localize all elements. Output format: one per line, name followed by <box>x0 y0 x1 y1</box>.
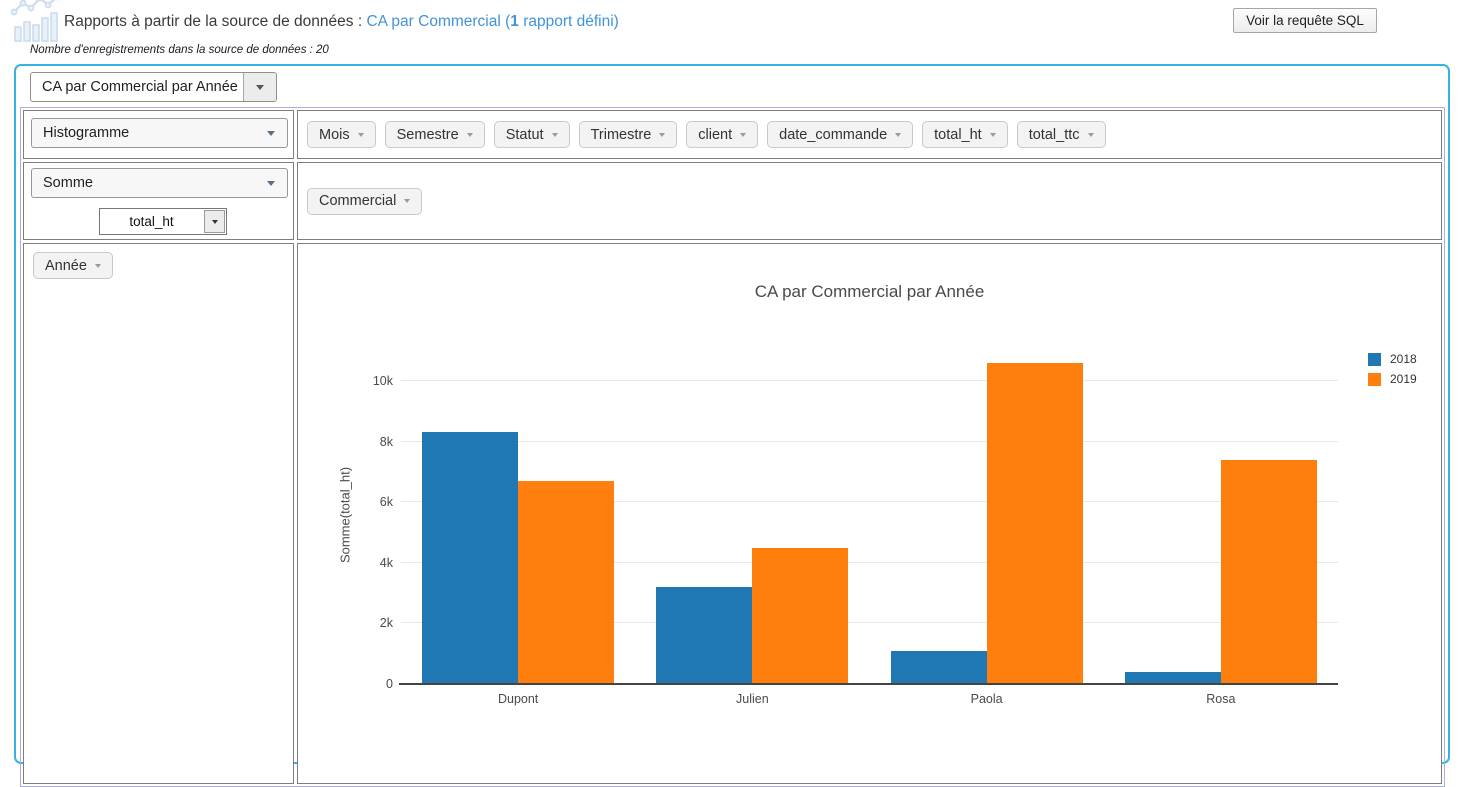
gridline <box>401 379 1338 381</box>
y-tick-label: 8k <box>379 434 393 449</box>
report-source-link[interactable]: CA par Commercial ( <box>366 13 511 30</box>
bar-Paola-2018[interactable] <box>890 650 987 684</box>
renderer-cell: Histogramme <box>23 110 294 159</box>
attribute-pill-label: date_commande <box>779 126 888 143</box>
legend-swatch <box>1368 352 1381 366</box>
legend-swatch <box>1368 372 1381 386</box>
pivot-table: Histogramme Mois Semestre Statut Trimestre c… <box>20 107 1445 787</box>
y-tick-label: 2k <box>379 616 393 631</box>
chevron-down-icon <box>1087 132 1094 137</box>
report-select-value: CA par Commercial par Année <box>42 79 238 95</box>
attribute-pill[interactable]: Mois <box>307 121 376 148</box>
attribute-pill-label: total_ttc <box>1028 126 1080 143</box>
attribute-pill-label: total_ht <box>934 126 982 143</box>
bar-Dupont-2019[interactable] <box>518 480 615 684</box>
renderer-select[interactable]: Histogramme <box>31 118 288 148</box>
bar-Rosa-2019[interactable] <box>1220 459 1317 684</box>
attribute-pill-label: Trimestre <box>590 126 652 143</box>
line-and-bar-chart-sketch-icon <box>10 0 59 42</box>
x-axis-line <box>399 683 1338 685</box>
report-select[interactable]: CA par Commercial par Année <box>30 72 277 102</box>
bar-Dupont-2018[interactable] <box>422 432 519 684</box>
gridline <box>401 440 1338 442</box>
plot-area: 0 2k 4k 6k 8k 10k Dupont Julien Paola Rosa <box>373 346 1338 706</box>
x-tick-label: Dupont <box>497 692 539 706</box>
view-sql-button[interactable]: Voir la requête SQL <box>1233 8 1377 33</box>
attribute-pill-label: Statut <box>505 126 544 143</box>
chart-output-area: CA par Commercial par Année Somme(total_… <box>297 243 1442 784</box>
chevron-down-icon <box>466 132 473 137</box>
records-count-line: Nombre d'enregistrements dans la source … <box>30 44 329 56</box>
unused-attributes-area: Mois Semestre Statut Trimestre client date_co… <box>297 110 1442 159</box>
gridline <box>401 561 1338 563</box>
x-tick-label: Julien <box>736 692 769 706</box>
legend-label: 2019 <box>1390 372 1417 386</box>
legend-item-2018[interactable]: 2018 <box>1368 352 1417 366</box>
aggregator-field-select[interactable]: total_ht <box>99 208 227 235</box>
renderer-select-value: Histogramme <box>43 125 130 141</box>
report-count: 1 <box>510 13 519 30</box>
chevron-down-icon <box>243 73 276 101</box>
legend-item-2019[interactable]: 2019 <box>1368 372 1417 386</box>
column-attributes-area: Commercial <box>297 162 1442 240</box>
x-tick-label: Paola <box>970 692 1003 706</box>
aggregator-field-value: total_ht <box>129 214 174 229</box>
bar-Julien-2019[interactable] <box>752 547 849 684</box>
chevron-down-icon <box>254 169 287 197</box>
y-tick-label: 4k <box>379 555 393 570</box>
bar-Julien-2018[interactable] <box>656 587 753 684</box>
attribute-pill-label: Commercial <box>319 193 397 209</box>
attribute-pill[interactable]: total_ttc <box>1016 121 1106 148</box>
y-axis-title: Somme(total_ht) <box>337 466 353 564</box>
attribute-pill[interactable]: Trimestre <box>578 121 678 148</box>
y-tick-label: 6k <box>379 495 393 510</box>
report-panel: CA par Commercial par Année <box>14 64 1450 787</box>
chart-title: CA par Commercial par Année <box>754 282 985 301</box>
chevron-down-icon <box>357 132 364 137</box>
attribute-pill-label: Année <box>45 257 87 274</box>
gridline <box>401 501 1338 503</box>
attribute-pill[interactable]: Statut <box>493 121 570 148</box>
gridline <box>401 622 1338 624</box>
bar-Paola-2019[interactable] <box>986 362 1083 684</box>
chevron-down-icon <box>254 119 287 147</box>
aggregator-select[interactable]: Somme <box>31 168 288 198</box>
attribute-pill[interactable]: total_ht <box>922 121 1008 148</box>
y-tick-label: 0 <box>386 677 393 691</box>
row-attributes-area: Année <box>23 243 294 784</box>
legend-label: 2018 <box>1390 352 1417 366</box>
chevron-down-icon <box>204 210 225 233</box>
aggregator-select-value: Somme <box>43 175 93 191</box>
aggregator-cell: Somme total_ht <box>23 162 294 240</box>
attribute-pill-label: Semestre <box>396 126 459 143</box>
chevron-down-icon <box>404 199 411 203</box>
attribute-pill[interactable]: Commercial <box>307 187 423 215</box>
y-tick-label: 10k <box>372 373 393 388</box>
bar-Rosa-2018[interactable] <box>1124 671 1221 684</box>
attribute-pill[interactable]: Semestre <box>384 121 485 148</box>
chevron-down-icon <box>94 263 101 268</box>
attribute-pill[interactable]: Année <box>33 252 113 279</box>
chevron-down-icon <box>895 132 902 137</box>
report-link-suffix[interactable]: rapport défini) <box>518 13 619 30</box>
attribute-pill[interactable]: client <box>686 121 759 148</box>
attribute-pill[interactable]: date_commande <box>767 121 914 148</box>
chevron-down-icon <box>551 132 558 137</box>
chart-legend: 2018 2019 <box>1368 352 1417 386</box>
page-title: Rapports à partir de la source de donnée… <box>64 13 619 31</box>
attribute-pill-label: Mois <box>319 126 350 143</box>
attribute-pill-label: client <box>698 126 733 143</box>
title-prefix: Rapports à partir de la source de donnée… <box>64 13 367 30</box>
chevron-down-icon <box>989 132 996 137</box>
report-toolbar: CA par Commercial par Année <box>30 72 277 102</box>
x-tick-label: Rosa <box>1206 692 1236 706</box>
chevron-down-icon <box>740 132 747 137</box>
chevron-down-icon <box>659 132 666 137</box>
